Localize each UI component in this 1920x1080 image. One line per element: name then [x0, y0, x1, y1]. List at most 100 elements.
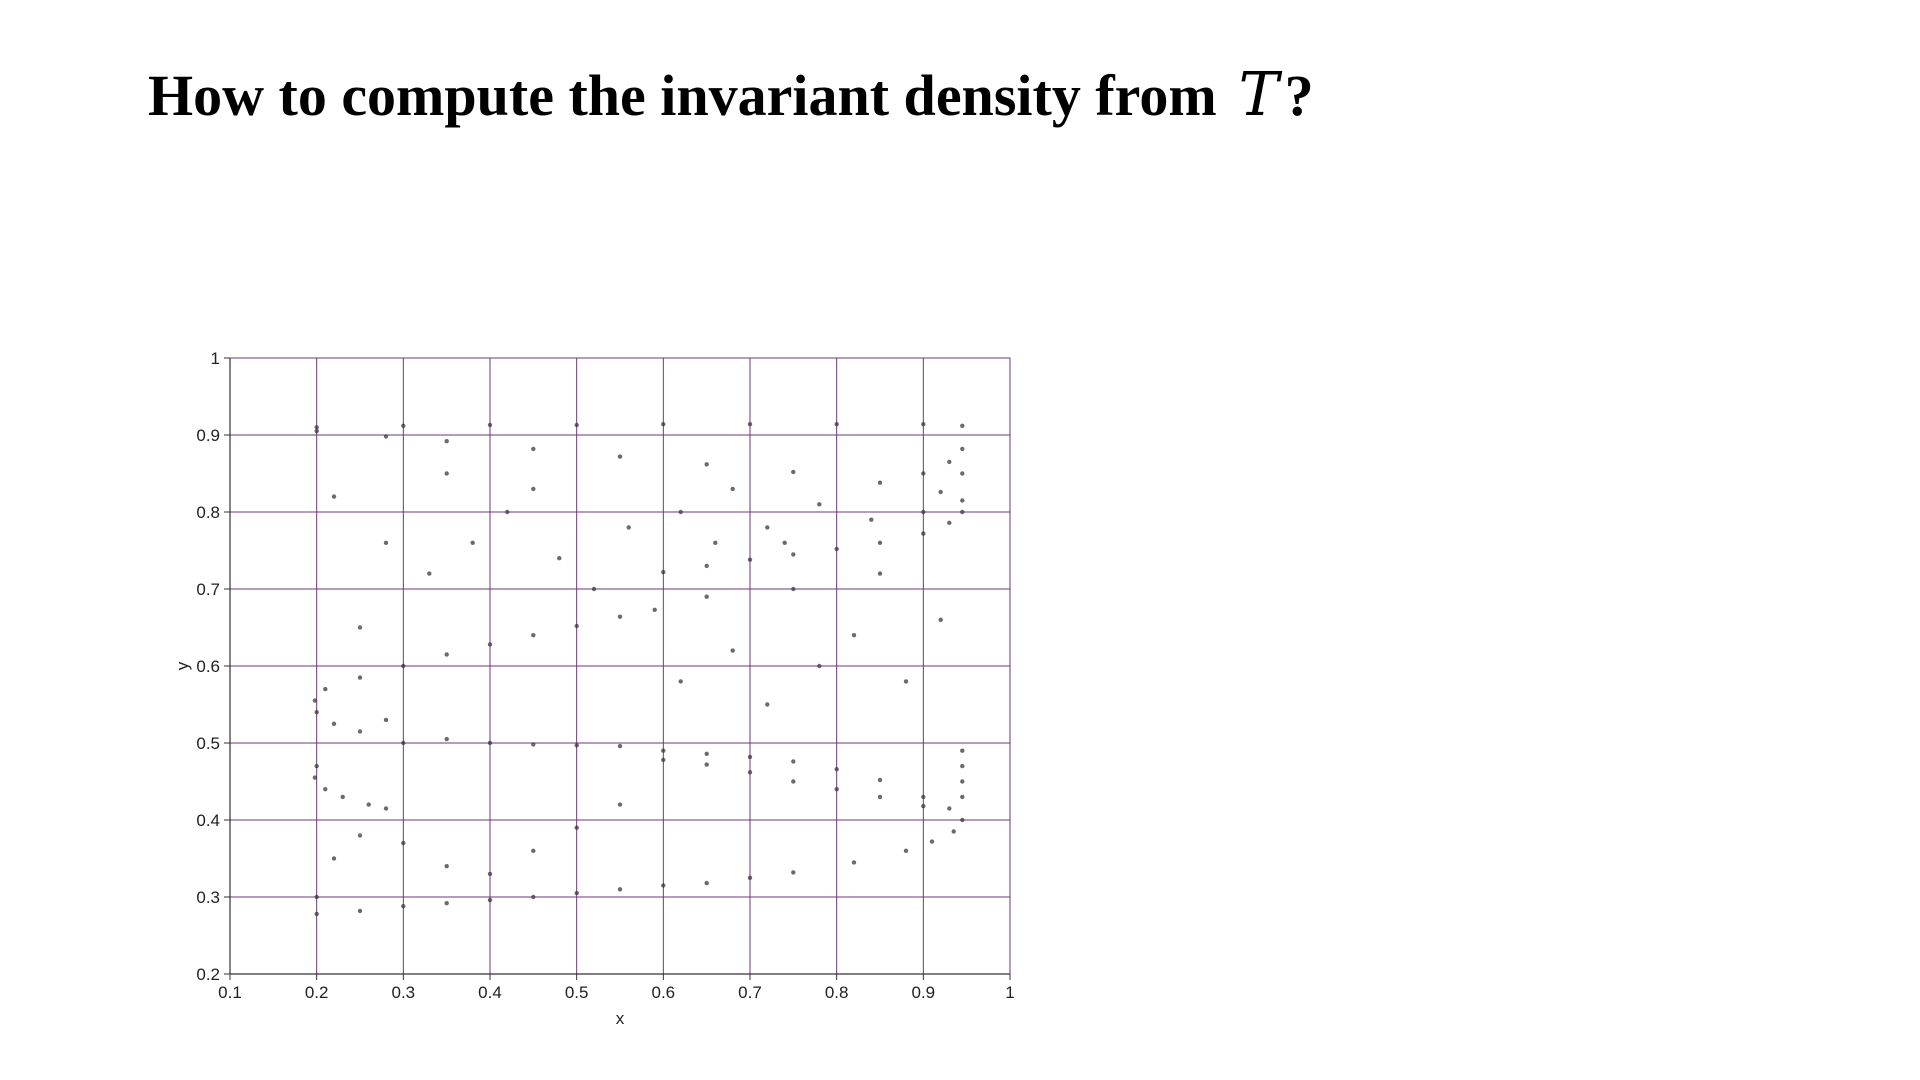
scatter-point [791, 552, 796, 557]
y-tick-label: 1 [211, 349, 220, 368]
scatter-point [960, 423, 965, 428]
scatter-point [314, 710, 319, 715]
x-tick-label: 0.7 [738, 983, 762, 1002]
scatter-point [314, 428, 319, 434]
scatter-point [383, 806, 389, 811]
title-text: How to compute the invariant density fro… [148, 63, 1217, 128]
scatter-point [791, 469, 796, 475]
scatter-point [531, 486, 536, 492]
scatter-point [960, 509, 965, 515]
scatter-point [661, 569, 666, 575]
scatter-point [444, 901, 449, 906]
scatter-point [531, 894, 536, 900]
y-tick-label: 0.5 [196, 734, 220, 753]
scatter-point [323, 787, 328, 792]
scatter-point [314, 894, 319, 900]
scatter-point [401, 423, 406, 428]
scatter-point [960, 794, 965, 800]
scatter-point [661, 748, 666, 753]
scatter-point [312, 698, 318, 703]
scatter-point [487, 422, 493, 428]
x-tick-label: 0.8 [825, 983, 849, 1002]
y-tick-label: 0.2 [196, 965, 220, 984]
scatter-point [921, 471, 926, 476]
scatter-point [312, 775, 318, 780]
y-tick-label: 0.6 [196, 657, 220, 676]
scatter-point [877, 794, 883, 800]
scatter-point [531, 446, 536, 452]
scatter-point [331, 721, 337, 726]
scatter-points [312, 422, 965, 917]
scatter-point [903, 679, 909, 684]
scatter-point [314, 911, 319, 917]
scatter-point [401, 740, 406, 746]
scatter-point [444, 652, 449, 657]
scatter-point [869, 517, 874, 522]
scatter-point [903, 848, 909, 853]
scatter-point [470, 540, 475, 545]
scatter-point [704, 462, 709, 467]
scatter-point [960, 498, 965, 503]
scatter-point [574, 623, 579, 629]
scatter-point [661, 883, 666, 888]
scatter-point [921, 794, 926, 800]
scatter-point [591, 586, 597, 592]
scatter-point [574, 890, 579, 896]
scatter-point [851, 633, 857, 638]
scatter-point [531, 633, 536, 638]
slide-title: How to compute the invariant density fro… [148, 62, 1314, 128]
scatter-point [505, 509, 510, 515]
scatter-point [401, 840, 406, 846]
title-suffix: ? [1284, 63, 1314, 128]
scatter-point [557, 556, 562, 561]
scatter-point [487, 871, 493, 877]
scatter-point [340, 794, 345, 800]
x-tick-label: 0.1 [218, 983, 242, 1002]
scatter-point [921, 803, 926, 809]
scatter-point [444, 439, 449, 444]
scatter-point [704, 751, 709, 756]
scatter-point [834, 546, 839, 552]
scatter-point [791, 586, 796, 592]
scatter-point [401, 904, 406, 909]
scatter-point [791, 870, 796, 875]
scatter-point [487, 642, 493, 647]
scatter-point [921, 422, 926, 427]
scatter-point [960, 817, 965, 823]
scatter-point [574, 825, 579, 830]
scatter-point [704, 594, 709, 599]
scatter-point [791, 779, 796, 784]
scatter-point [704, 563, 709, 569]
scatter-point [574, 422, 579, 428]
grid-lines [229, 357, 1011, 975]
scatter-point [357, 625, 363, 630]
scatter-point [877, 571, 883, 576]
scatter-point [960, 446, 965, 452]
scatter-point [357, 908, 363, 914]
scatter-point [782, 540, 787, 545]
scatter-point [444, 736, 449, 742]
scatter-point [817, 663, 822, 669]
scatter-point [765, 525, 770, 530]
scatter-point [314, 425, 319, 430]
scatter-point [323, 686, 328, 692]
scatter-point [678, 679, 683, 684]
scatter-point [487, 897, 493, 903]
scatter-point [626, 525, 631, 530]
scatter-point [314, 763, 319, 769]
scatter-point [834, 787, 839, 792]
x-tick-label: 0.5 [565, 983, 589, 1002]
scatter-point [427, 571, 432, 576]
scatter-point [574, 743, 579, 748]
scatter-point [617, 454, 623, 459]
scatter-point [444, 471, 449, 476]
scatter-point [929, 839, 935, 844]
scatter-point [765, 702, 770, 707]
scatter-point [747, 875, 753, 880]
scatter-point [661, 757, 666, 763]
scatter-point [617, 614, 623, 619]
scatter-point [531, 848, 536, 853]
y-tick-label: 0.7 [196, 580, 220, 599]
y-axis-label: y [173, 661, 192, 670]
